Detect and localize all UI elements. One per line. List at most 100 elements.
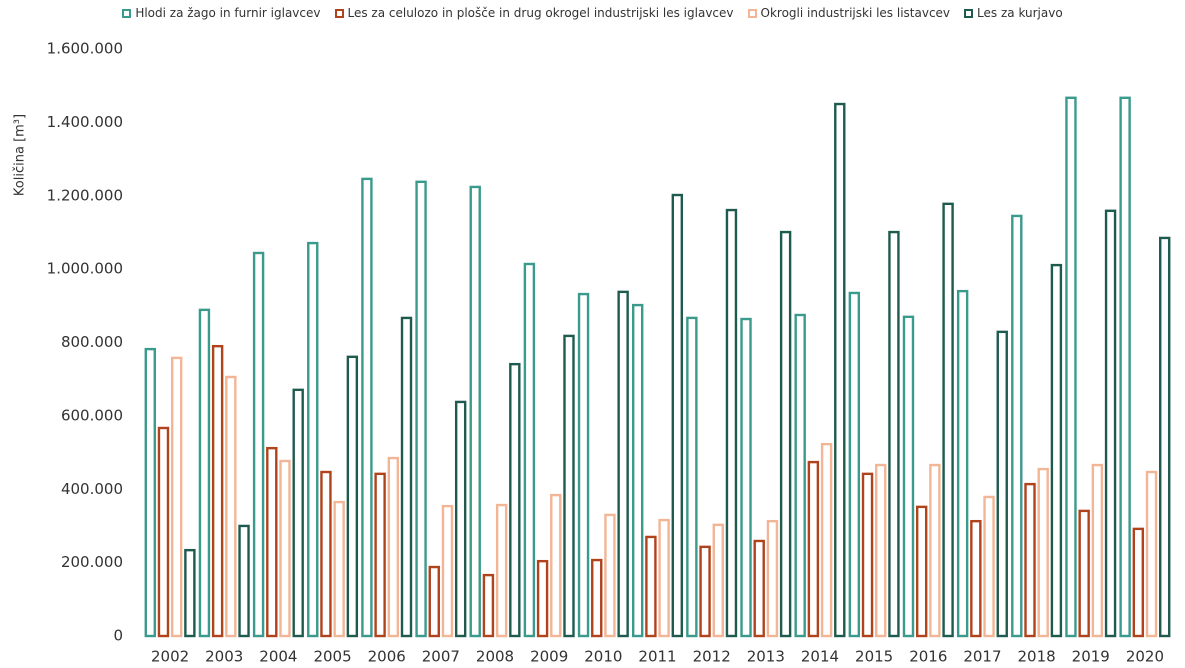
bar	[699, 545, 711, 638]
bar	[861, 472, 874, 638]
bar	[902, 315, 915, 638]
x-tick-label: 2018	[1018, 648, 1056, 666]
y-tick-label: 1.600.000	[47, 40, 123, 58]
bar	[536, 559, 549, 638]
x-tick-label: 2013	[747, 648, 785, 666]
bar	[1159, 236, 1171, 638]
bar	[292, 388, 304, 638]
bar	[617, 290, 629, 638]
bar	[387, 456, 400, 638]
legend-label: Les za celulozo in plošče in drug okroge…	[347, 6, 734, 20]
x-tick-label: 2019	[1072, 648, 1110, 666]
bar	[766, 519, 779, 638]
bar	[794, 313, 806, 638]
legend-swatch	[122, 8, 132, 18]
bar	[1024, 482, 1036, 638]
legend-swatch	[334, 8, 344, 18]
x-tick-label: 2014	[801, 648, 839, 666]
bar	[225, 375, 237, 638]
bar	[428, 565, 440, 638]
bar	[563, 334, 575, 638]
x-tick-label: 2016	[909, 648, 947, 666]
bar	[211, 344, 224, 638]
bar	[753, 539, 765, 638]
bar	[523, 262, 536, 638]
bar	[198, 308, 211, 638]
y-tick-label: 0	[113, 627, 123, 645]
bar	[157, 426, 170, 638]
bar	[495, 503, 508, 638]
x-tick-label: 2006	[368, 648, 406, 666]
y-axis-label: Količina [m³]	[13, 114, 28, 196]
bar	[1065, 96, 1077, 638]
bar	[820, 442, 833, 638]
legend-item: Les za celulozo in plošče in drug okroge…	[334, 6, 734, 20]
legend-item: Hlodi za žago in furnir iglavcev	[122, 6, 321, 20]
y-tick-label: 200.000	[61, 553, 123, 571]
bar	[807, 460, 820, 638]
x-tick-label: 2003	[205, 648, 243, 666]
bar	[320, 470, 332, 638]
bar	[1132, 527, 1145, 638]
bar	[888, 230, 900, 638]
legend-label: Hlodi za žago in furnir iglavcev	[135, 6, 321, 20]
bar	[632, 303, 644, 638]
bar	[374, 472, 386, 638]
x-tick-label: 2010	[584, 648, 622, 666]
x-tick-label: 2011	[638, 648, 676, 666]
y-tick-label: 1.400.000	[47, 113, 123, 131]
bar	[645, 535, 657, 638]
bar	[712, 523, 724, 638]
bar	[848, 291, 861, 638]
x-tick-label: 2007	[422, 648, 460, 666]
x-tick-label: 2009	[530, 648, 568, 666]
bar	[333, 500, 345, 638]
legend-label: Okrogli industrijski les listavcev	[760, 6, 951, 20]
bar	[1091, 463, 1104, 638]
bar	[1119, 96, 1131, 638]
legend-swatch	[747, 8, 757, 18]
bar	[983, 495, 995, 638]
x-tick-label: 2008	[476, 648, 514, 666]
bar	[279, 459, 291, 638]
bar	[238, 524, 250, 638]
legend-swatch	[964, 8, 974, 18]
bar	[1145, 470, 1158, 638]
bar	[875, 463, 887, 638]
bar	[346, 355, 359, 638]
x-tick-label: 2015	[855, 648, 893, 666]
bar	[144, 347, 156, 638]
x-tick-label: 2012	[693, 648, 731, 666]
bar	[604, 513, 616, 638]
bar	[469, 185, 481, 638]
legend-label: Les za kurjavo	[977, 6, 1063, 20]
bar	[996, 330, 1008, 638]
bar	[834, 102, 846, 638]
bar	[779, 230, 792, 638]
bar	[170, 356, 183, 638]
bar	[1050, 263, 1063, 638]
bar	[361, 177, 373, 638]
y-tick-label: 1.000.000	[47, 260, 123, 278]
bar	[454, 400, 467, 638]
y-tick-label: 600.000	[61, 406, 123, 424]
bar	[252, 251, 265, 638]
bar	[550, 493, 562, 638]
bar	[441, 504, 454, 638]
y-tick-label: 1.200.000	[47, 186, 123, 204]
bar	[482, 573, 495, 638]
y-tick-label: 800.000	[61, 333, 123, 351]
bar	[942, 202, 954, 638]
legend-item: Okrogli industrijski les listavcev	[747, 6, 951, 20]
bar	[400, 316, 413, 638]
bar	[1078, 509, 1090, 638]
bar	[509, 362, 521, 638]
bar	[184, 548, 196, 638]
bar	[956, 289, 969, 638]
bar	[1011, 214, 1023, 638]
legend: Hlodi za žago in furnir iglavcev Les za c…	[0, 6, 1185, 20]
x-tick-label: 2005	[313, 648, 351, 666]
legend-item: Les za kurjavo	[964, 6, 1063, 20]
bar	[929, 463, 941, 638]
